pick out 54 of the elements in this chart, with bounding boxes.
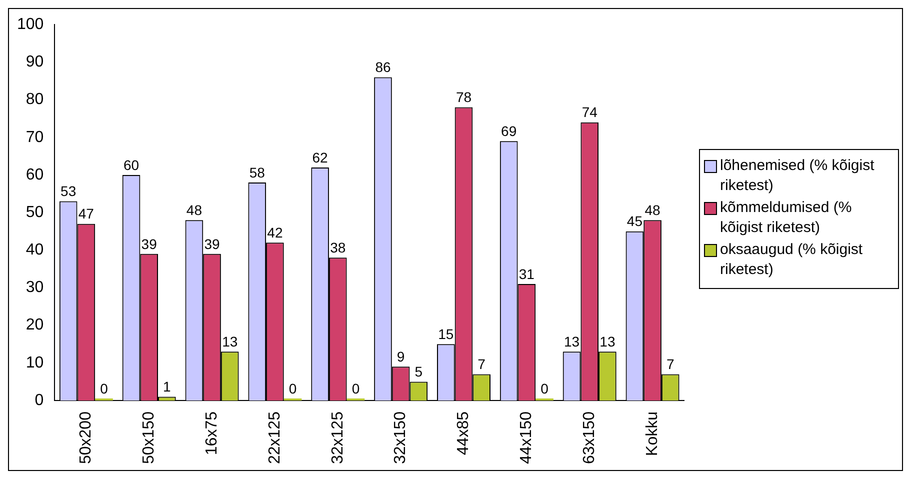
data-label: 0 xyxy=(100,380,108,396)
data-label: 48 xyxy=(644,202,661,218)
data-label: 5 xyxy=(414,364,423,380)
y-tick-label: 70 xyxy=(26,128,44,146)
x-tick-label: 50x150 xyxy=(140,411,158,464)
data-label: 69 xyxy=(501,122,517,139)
data-label: 53 xyxy=(60,183,76,200)
y-tick-label: 40 xyxy=(26,242,44,259)
data-label: 9 xyxy=(396,348,405,365)
x-tick-label: Kokku xyxy=(644,412,661,456)
legend-label: kõmmeldumised (% kõigist riketest) xyxy=(720,198,853,238)
data-label: 45 xyxy=(626,213,643,230)
x-tick-label: 32x125 xyxy=(329,411,346,464)
y-tick-label: 50 xyxy=(26,204,44,221)
data-label: 74 xyxy=(582,104,598,120)
x-tick-label: 32x150 xyxy=(392,411,410,464)
y-tick-label: 100 xyxy=(16,16,44,34)
x-tick-label: 22x125 xyxy=(266,411,284,464)
data-label: 7 xyxy=(666,356,674,372)
data-label: 42 xyxy=(267,224,283,240)
data-label: 62 xyxy=(312,149,328,166)
data-label: 1 xyxy=(163,378,172,395)
data-label: 48 xyxy=(186,202,202,218)
y-tick-label: 30 xyxy=(26,279,44,296)
data-label: 13 xyxy=(222,334,238,350)
data-label: 0 xyxy=(288,380,297,396)
x-tick-label: 16x75 xyxy=(203,411,220,456)
legend-label: lõhenemised (% kõigist riketest) xyxy=(720,156,876,196)
data-label: 78 xyxy=(456,89,472,106)
data-label: 0 xyxy=(540,380,549,396)
data-label: 38 xyxy=(330,240,346,256)
x-tick-label: 44x150 xyxy=(518,411,536,464)
data-label: 7 xyxy=(478,356,486,372)
legend-label: oksaaugud (% kõigist riketest) xyxy=(720,240,864,280)
y-tick-label: 60 xyxy=(26,166,44,184)
data-label: 13 xyxy=(600,334,616,350)
data-label: 31 xyxy=(518,266,535,282)
y-tick-label: 0 xyxy=(34,392,44,409)
x-tick-label: 50x200 xyxy=(78,411,95,464)
data-label: 15 xyxy=(438,326,454,342)
x-tick-label: 63x150 xyxy=(581,411,598,464)
data-label: 0 xyxy=(352,380,360,396)
x-tick-label: 44x85 xyxy=(455,411,472,456)
data-label: 13 xyxy=(564,334,580,350)
data-label: 60 xyxy=(123,156,140,173)
y-tick-label: 80 xyxy=(26,91,44,108)
data-label: 47 xyxy=(78,206,94,222)
data-label: 58 xyxy=(249,164,266,180)
y-tick-label: 20 xyxy=(26,316,44,334)
data-label: 39 xyxy=(204,236,220,252)
data-label: 39 xyxy=(141,236,158,252)
y-tick-label: 10 xyxy=(26,354,44,372)
data-label: 86 xyxy=(375,59,391,76)
y-tick-label: 90 xyxy=(26,54,44,71)
